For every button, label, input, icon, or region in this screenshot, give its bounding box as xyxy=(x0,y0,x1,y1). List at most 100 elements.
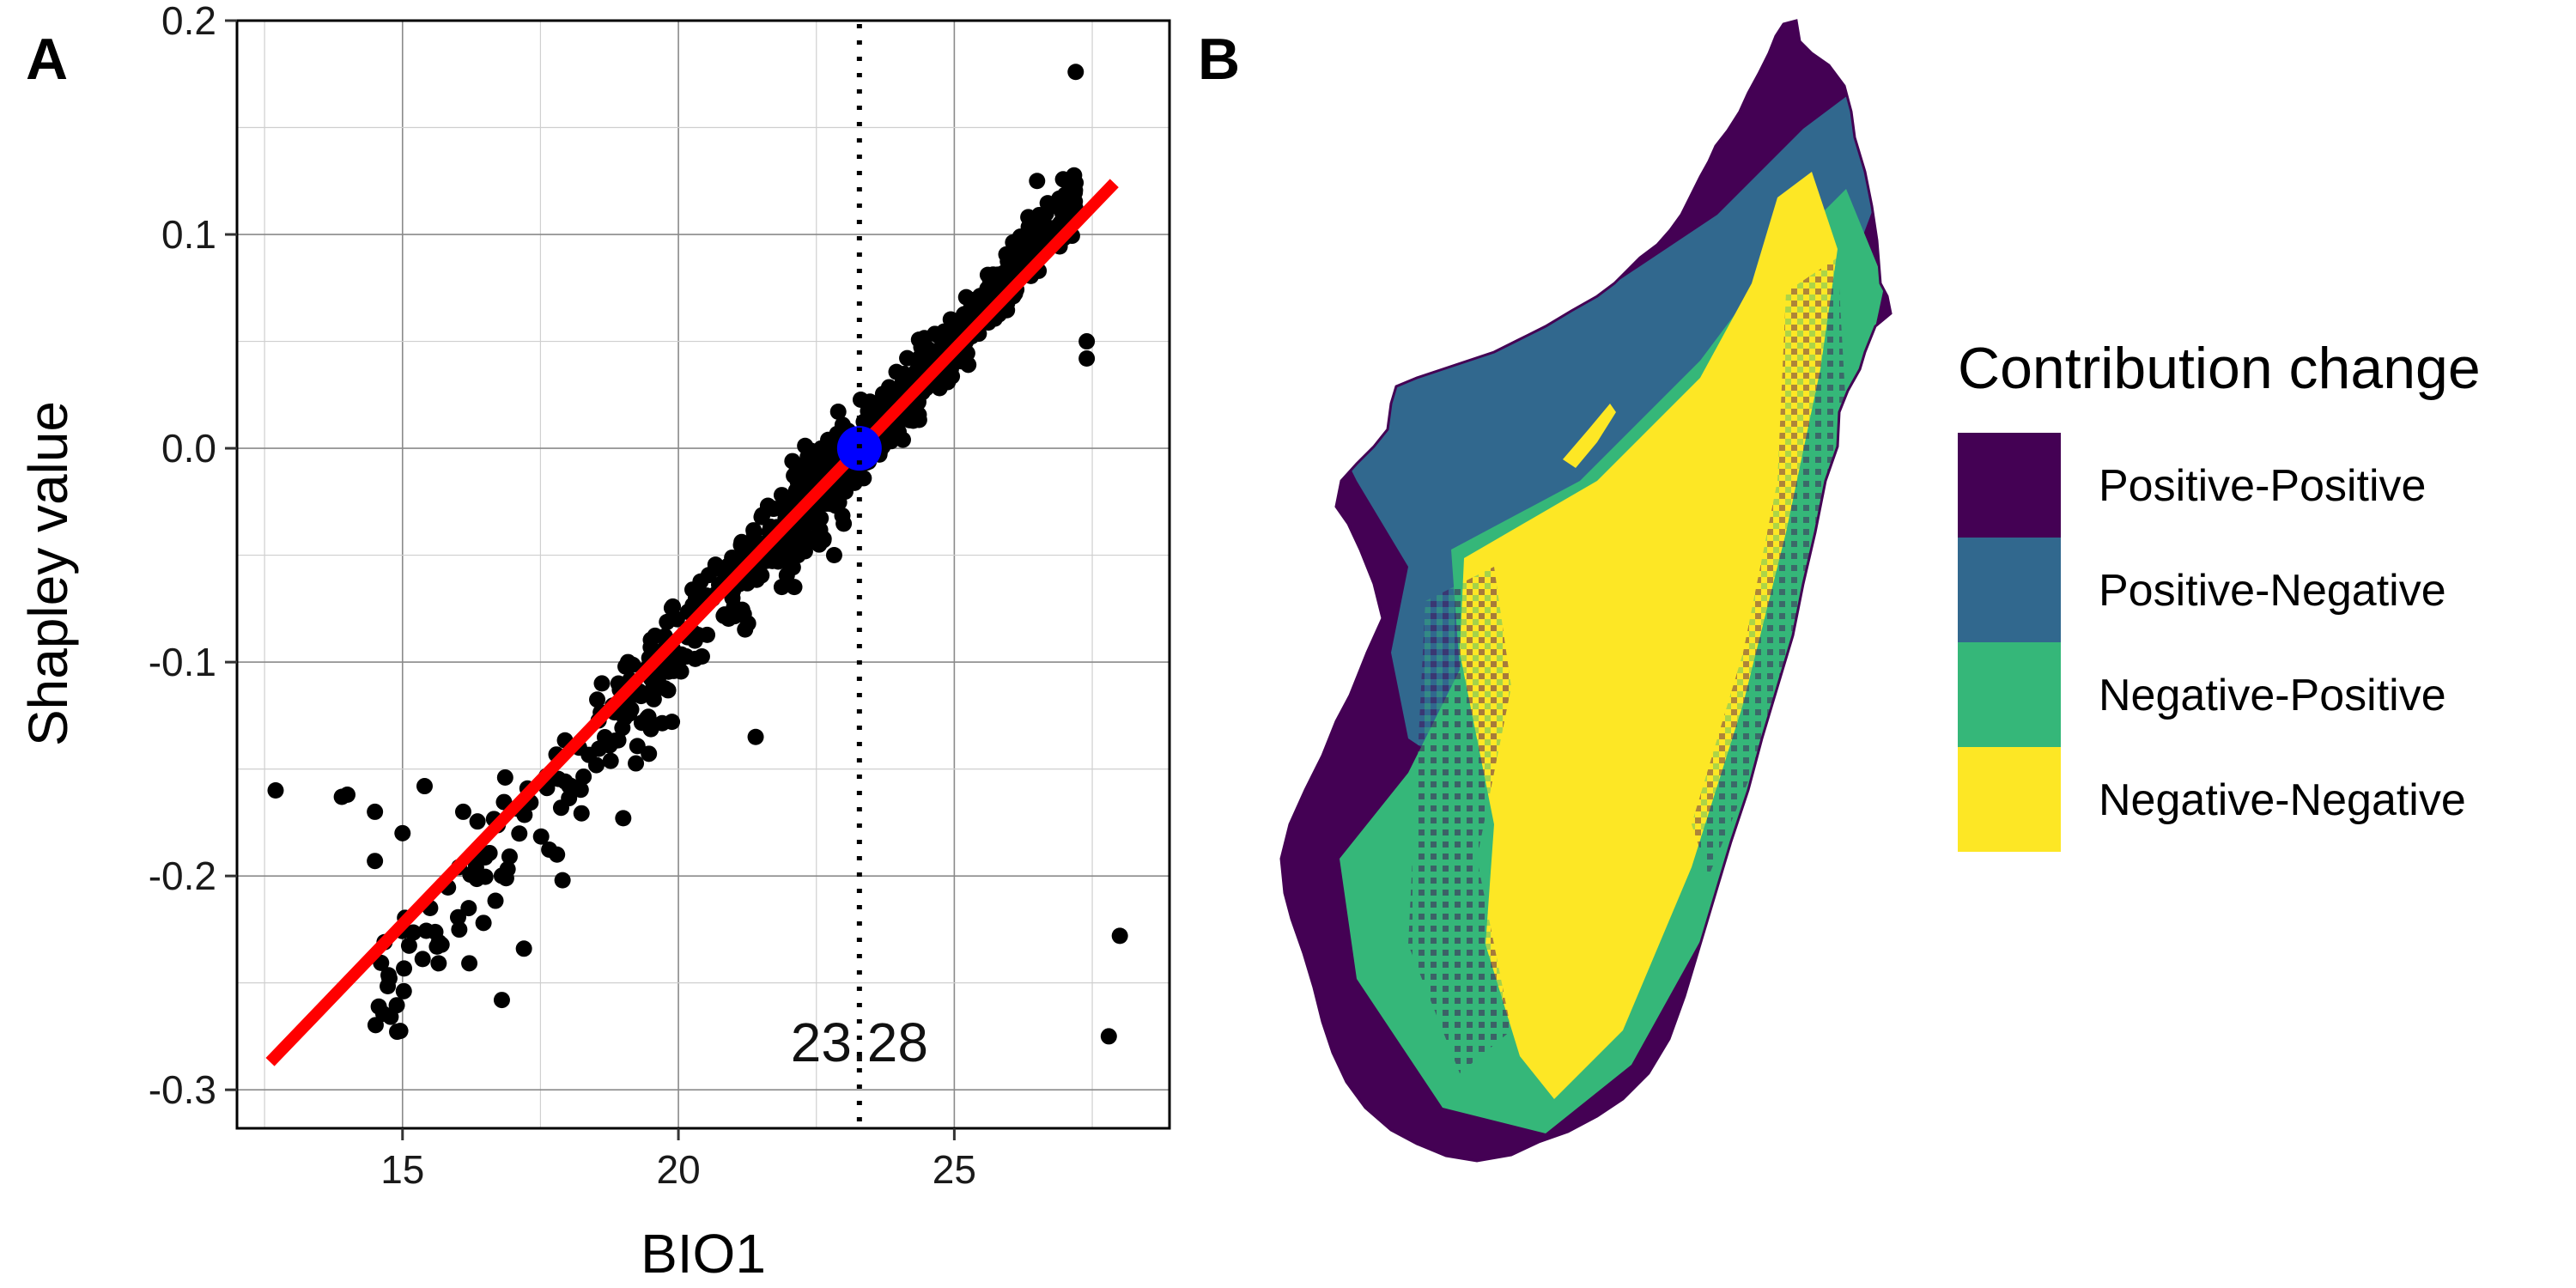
y-tick-label: 0.2 xyxy=(161,0,216,43)
scatter-point-outlier xyxy=(367,853,384,870)
legend-label: Positive-Positive xyxy=(2099,461,2426,511)
scatter-point xyxy=(641,745,658,762)
scatter-point xyxy=(737,621,754,638)
scatter-point xyxy=(687,650,704,667)
scatter-point xyxy=(487,892,504,909)
scatter-point xyxy=(414,951,431,968)
y-tick-label: 0.0 xyxy=(161,426,216,471)
scatter-point xyxy=(735,605,752,623)
scatter-point-outlier xyxy=(1067,64,1084,81)
scatter-point xyxy=(451,921,468,939)
scatter-point xyxy=(738,574,756,592)
scatter-point-outlier xyxy=(747,728,764,745)
y-tick-label: 0.1 xyxy=(161,212,216,257)
scatter-point xyxy=(395,982,412,999)
scatter-point xyxy=(786,579,803,596)
scatter-point-outlier xyxy=(554,872,571,889)
scatter-point-outlier xyxy=(1100,1028,1117,1045)
scatter-point xyxy=(619,653,636,671)
scatter-point xyxy=(647,680,664,697)
scatter-point xyxy=(791,543,808,560)
scatter-point xyxy=(516,806,533,823)
scatter-point-outlier xyxy=(339,787,356,804)
map-lake xyxy=(1563,404,1616,468)
scatter-point-outlier xyxy=(465,867,483,884)
scatter-point-outlier xyxy=(1078,333,1096,350)
scatter-point xyxy=(883,433,900,450)
legend: Contribution change Positive-Positive Pos… xyxy=(1958,336,2481,852)
scatter-point xyxy=(1051,190,1068,207)
scatter-point xyxy=(556,773,574,790)
scatter-point-outlier xyxy=(1111,927,1128,945)
panel-b: B Contribution change Positive-Positive P… xyxy=(1198,19,2481,1163)
scatter-points xyxy=(267,64,1128,1045)
legend-title: Contribution change xyxy=(1958,336,2481,401)
scatter-point xyxy=(910,331,927,349)
x-axis-ticks: 15 20 25 xyxy=(380,1128,976,1192)
scatter-point xyxy=(499,860,516,878)
scatter-point xyxy=(449,908,466,926)
scatter-point xyxy=(573,805,590,822)
scatter-point xyxy=(614,720,631,737)
scatter-point xyxy=(716,606,733,623)
map-outline xyxy=(1279,19,1893,1163)
legend-label: Positive-Negative xyxy=(2099,566,2446,616)
scatter-point xyxy=(642,720,659,738)
scatter-point xyxy=(798,463,815,480)
scatter-point xyxy=(475,914,492,932)
fit-line xyxy=(265,179,1119,1066)
scatter-point xyxy=(460,900,477,917)
scatter-point xyxy=(1063,190,1080,207)
scatter-point xyxy=(628,755,645,772)
scatter-point xyxy=(778,567,795,584)
scatter-point-outlier xyxy=(515,940,532,957)
scatter-point-outlier xyxy=(615,810,632,827)
scatter-point xyxy=(724,589,741,606)
y-axis-ticks: -0.3 -0.2 -0.1 0.0 0.1 0.2 xyxy=(149,0,237,1112)
scatter-point xyxy=(400,937,417,954)
threshold-label: 23.28 xyxy=(791,1012,928,1073)
scatter-point xyxy=(825,547,842,564)
scatter-point-outlier xyxy=(454,803,471,820)
scatter-point xyxy=(477,849,494,866)
scatter-point xyxy=(659,613,676,630)
scatter-point xyxy=(593,675,611,692)
x-tick-label: 25 xyxy=(933,1147,976,1192)
scatter-point-outlier xyxy=(493,992,510,1009)
map-region-negative-negative xyxy=(1460,172,1838,1099)
scatter-point-outlier xyxy=(1078,349,1096,367)
scatter-point xyxy=(602,752,619,769)
scatter-point xyxy=(561,790,578,807)
scatter-point xyxy=(370,998,387,1015)
scatter-point xyxy=(501,848,518,866)
scatter-point xyxy=(1005,234,1022,251)
legend-swatch xyxy=(1958,747,2061,852)
scatter-point-outlier xyxy=(1029,173,1046,190)
scatter-point xyxy=(629,738,646,755)
scatter-point xyxy=(428,938,446,955)
scatter-point xyxy=(896,365,913,382)
scatter-point xyxy=(389,1024,406,1041)
scatter-point xyxy=(396,960,413,977)
panel-b-label: B xyxy=(1198,27,1240,92)
y-tick-label: -0.2 xyxy=(149,854,216,898)
scatter-point xyxy=(674,649,691,666)
scatter-point-outlier xyxy=(367,803,384,820)
scatter-point xyxy=(532,828,550,845)
scatter-point xyxy=(469,813,486,830)
legend-label: Negative-Negative xyxy=(2099,775,2466,825)
y-tick-label: -0.1 xyxy=(149,640,216,684)
scatter-point xyxy=(766,546,783,563)
plot-frame xyxy=(235,19,1171,1130)
scatter-point xyxy=(589,691,606,708)
scatter-point xyxy=(621,705,638,722)
scatter-point-outlier xyxy=(394,824,411,841)
panel-a: A 15 20 25 -0.3 -0.2 -0.1 0.0 0.1 0.2 23.28 BIO… xyxy=(17,0,1171,1285)
scatter-point-outlier xyxy=(549,846,566,863)
scatter-point xyxy=(835,483,853,501)
scatter-point xyxy=(820,431,837,448)
scatter-point xyxy=(660,663,677,680)
scatter-point xyxy=(754,507,771,524)
scatter-point xyxy=(1020,218,1037,235)
